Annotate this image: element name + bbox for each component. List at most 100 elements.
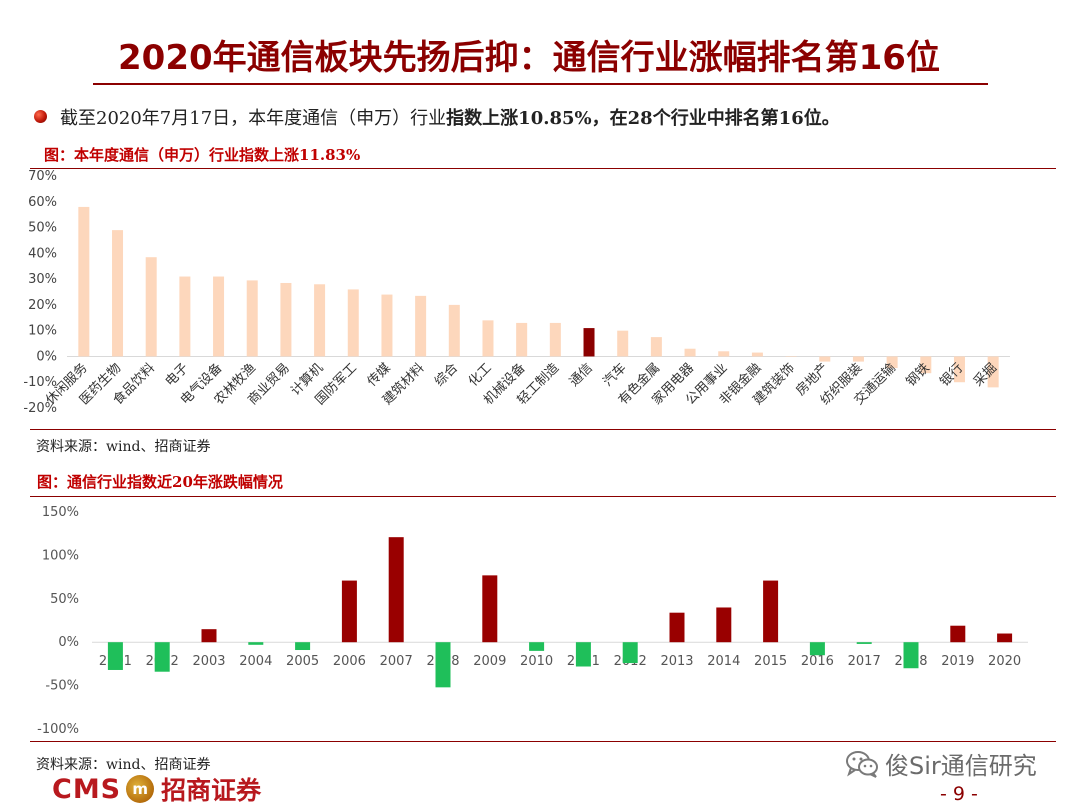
bar-2013: [669, 612, 685, 643]
bar-2010: [529, 642, 545, 651]
x-tick-label: 2014: [707, 654, 740, 669]
y-tick-label: 60%: [28, 195, 57, 210]
x-tick-label: 传媒: [365, 361, 394, 390]
chart1-caption: 图：本年度通信（申万）行业指数上涨11.83%: [44, 146, 361, 164]
bar-建筑材料: [415, 295, 427, 357]
bar-采掘: [987, 356, 999, 388]
bar-2002: [154, 642, 170, 672]
bar-纺织服装: [852, 356, 864, 362]
bar-2017: [856, 642, 872, 644]
bar-钢铁: [920, 356, 932, 374]
bar-电气设备: [213, 276, 225, 357]
y-tick-label: -100%: [37, 722, 79, 737]
bar-2018: [903, 642, 919, 669]
y-tick-label: 0%: [58, 635, 79, 650]
bar-2012: [622, 642, 638, 664]
x-tick-label: 电子: [163, 361, 192, 390]
bullet-icon: [34, 110, 47, 123]
x-tick-label: 2019: [941, 654, 974, 669]
logo-badge-icon: m: [126, 775, 155, 803]
bar-休闲服务: [78, 206, 90, 357]
bar-2016: [809, 642, 825, 656]
bar-农林牧渔: [246, 280, 258, 357]
bar-2011: [575, 642, 591, 667]
bar-汽车: [617, 330, 629, 357]
wechat-watermark: 俊Sir通信研究: [845, 746, 1037, 781]
bar-传媒: [381, 294, 393, 357]
x-tick-label: 2006: [333, 654, 366, 669]
wechat-icon: [846, 750, 878, 778]
bar-2004: [248, 642, 264, 645]
y-tick-label: 10%: [28, 324, 57, 339]
chart2-bottom-rule: [30, 741, 1056, 742]
page-number: - 9 -: [940, 783, 978, 805]
bar-医药生物: [112, 230, 124, 357]
x-tick-label: 2007: [380, 654, 413, 669]
bar-国防军工: [347, 289, 359, 357]
x-tick-label: 2013: [660, 654, 693, 669]
bullet-text-plain: 截至2020年7月17日，本年度通信（申万）行业: [60, 108, 447, 129]
x-tick-label: 2017: [848, 654, 881, 669]
bar-2014: [716, 607, 732, 643]
y-tick-label: 50%: [50, 592, 79, 607]
chart2-source: 资料来源：wind、招商证券: [36, 757, 211, 773]
x-tick-label: 汽车: [600, 360, 630, 390]
x-tick-label: 综合: [432, 361, 461, 390]
page-title: 2020年通信板块先扬后抑：通信行业涨幅排名第16位: [118, 38, 940, 78]
bar-2001: [107, 642, 123, 670]
bar-非银金融: [751, 352, 763, 357]
bar-2009: [482, 575, 498, 643]
bar-通信: [583, 328, 595, 357]
y-tick-label: 100%: [42, 548, 79, 563]
bar-银行: [953, 356, 965, 383]
bar-轻工制造: [549, 322, 561, 357]
bar-商业贸易: [280, 282, 292, 357]
bar-2019: [950, 625, 966, 643]
bar-建筑装饰: [785, 356, 797, 357]
y-tick-label: 40%: [28, 246, 57, 261]
x-tick-label: 2015: [754, 654, 787, 669]
x-tick-label: 2010: [520, 654, 553, 669]
bar-2007: [388, 537, 404, 643]
bar-2003: [201, 629, 217, 643]
x-tick-label: 2020: [988, 654, 1021, 669]
y-tick-label: -10%: [23, 375, 57, 390]
y-tick-label: 70%: [28, 169, 57, 184]
bar-2006: [341, 580, 357, 643]
chart1-top-rule: [30, 168, 1056, 169]
bar-2005: [295, 642, 311, 651]
bar-机械设备: [516, 322, 528, 357]
y-tick-label: -50%: [45, 679, 79, 694]
bullet-text-bold: 指数上涨10.85%，在28个行业中排名第16位。: [446, 108, 840, 129]
bar-2020: [997, 633, 1013, 643]
bar-食品饮料: [145, 257, 157, 357]
y-tick-label: 50%: [28, 221, 57, 236]
watermark-text: 俊Sir通信研究: [885, 752, 1037, 780]
industry-ytd-bar-chart: -20%-10%0%10%20%30%40%50%60%70%休闲服务医药生物食…: [23, 169, 1010, 416]
x-tick-label: 2009: [473, 654, 506, 669]
title-divider: [93, 83, 988, 85]
cms-logo: CMS m 招商证券: [52, 772, 261, 806]
logo-cms-text: CMS: [52, 773, 122, 805]
bar-家用电器: [684, 348, 696, 357]
y-tick-label: 30%: [28, 272, 57, 287]
bar-化工: [482, 320, 494, 357]
bar-交通运输: [886, 356, 898, 369]
x-tick-label: 2005: [286, 654, 319, 669]
chart2-caption: 图：通信行业指数近20年涨跌幅情况: [37, 473, 283, 491]
telecom-annual-return-bar-chart: -100%-50%0%50%100%150%200120022003200420…: [37, 505, 1028, 737]
bullet-text: 截至2020年7月17日，本年度通信（申万）行业指数上涨10.85%，在28个行…: [60, 104, 840, 130]
x-tick-label: 化工: [466, 361, 495, 390]
bar-房地产: [819, 356, 831, 362]
y-tick-label: 20%: [28, 298, 57, 313]
y-tick-label: -20%: [23, 401, 57, 416]
bar-电子: [179, 276, 191, 357]
bar-计算机: [314, 284, 326, 357]
chart2-top-rule: [30, 496, 1056, 497]
chart1-source: 资料来源：wind、招商证券: [36, 439, 211, 455]
x-tick-label: 2016: [801, 654, 834, 669]
bar-综合: [448, 304, 460, 357]
chart1-bottom-rule: [30, 429, 1056, 430]
bar-2008: [435, 642, 451, 688]
bar-有色金属: [650, 337, 662, 357]
